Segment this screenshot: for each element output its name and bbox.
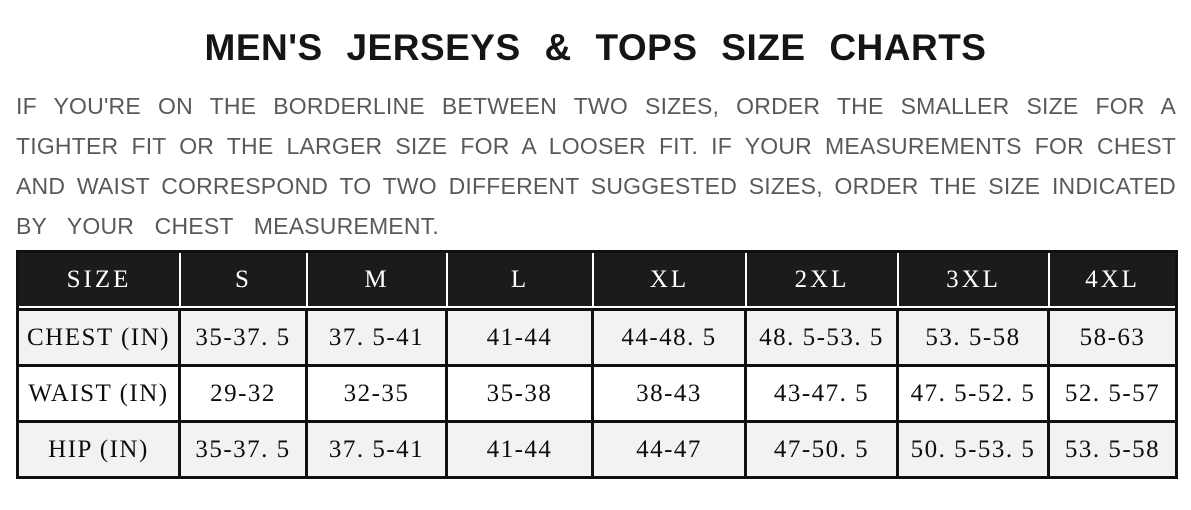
table-cell: 41-44 <box>448 423 594 476</box>
table-cell: 43-47. 5 <box>747 367 899 423</box>
column-header-m: M <box>308 253 448 308</box>
sizing-note: IF YOU'RE ON THE BORDERLINE BETWEEN TWO … <box>16 86 1176 246</box>
table-cell: 35-38 <box>448 367 594 423</box>
table-cell: 35-37. 5 <box>181 308 308 367</box>
table-row-waist: WAIST (IN) 29-32 32-35 35-38 38-43 43-47… <box>19 367 1175 423</box>
table-cell: 52. 5-57 <box>1050 367 1175 423</box>
table-cell: 44-48. 5 <box>594 308 747 367</box>
table-cell: 53. 5-58 <box>899 308 1050 367</box>
column-header-s: S <box>181 253 308 308</box>
row-label: HIP (IN) <box>19 423 181 476</box>
table-cell: 44-47 <box>594 423 747 476</box>
table-row-chest: CHEST (IN) 35-37. 5 37. 5-41 41-44 44-48… <box>19 308 1175 367</box>
table-cell: 35-37. 5 <box>181 423 308 476</box>
column-header-4xl: 4XL <box>1050 253 1175 308</box>
table-cell: 37. 5-41 <box>308 423 448 476</box>
table-cell: 47-50. 5 <box>747 423 899 476</box>
column-header-3xl: 3XL <box>899 253 1050 308</box>
table-cell: 37. 5-41 <box>308 308 448 367</box>
table-cell: 29-32 <box>181 367 308 423</box>
column-header-xl: XL <box>594 253 747 308</box>
table-cell: 41-44 <box>448 308 594 367</box>
column-header-size: SIZE <box>19 253 181 308</box>
table-cell: 53. 5-58 <box>1050 423 1175 476</box>
table-cell: 32-35 <box>308 367 448 423</box>
table-header-row: SIZE S M L XL 2XL 3XL 4XL <box>19 253 1175 308</box>
size-chart-table: SIZE S M L XL 2XL 3XL 4XL CHEST (IN) 35-… <box>16 250 1178 479</box>
page-title: MEN'S JERSEYS & TOPS SIZE CHARTS <box>204 27 987 68</box>
note-line: IF YOU'RE ON THE BORDERLINE BETWEEN TWO … <box>16 93 1176 119</box>
table-cell: 50. 5-53. 5 <box>899 423 1050 476</box>
table-cell: 58-63 <box>1050 308 1175 367</box>
note-line: AND WAIST CORRESPOND TO TWO DIFFERENT SU… <box>16 173 1176 199</box>
table-cell: 47. 5-52. 5 <box>899 367 1050 423</box>
table-row-hip: HIP (IN) 35-37. 5 37. 5-41 41-44 44-47 4… <box>19 423 1175 476</box>
row-label: CHEST (IN) <box>19 308 181 367</box>
column-header-l: L <box>448 253 594 308</box>
table-cell: 38-43 <box>594 367 747 423</box>
note-line: TIGHTER FIT OR THE LARGER SIZE FOR A LOO… <box>16 133 1176 159</box>
column-header-2xl: 2XL <box>747 253 899 308</box>
note-line: BY YOUR CHEST MEASUREMENT. <box>16 213 439 239</box>
table-cell: 48. 5-53. 5 <box>747 308 899 367</box>
row-label: WAIST (IN) <box>19 367 181 423</box>
